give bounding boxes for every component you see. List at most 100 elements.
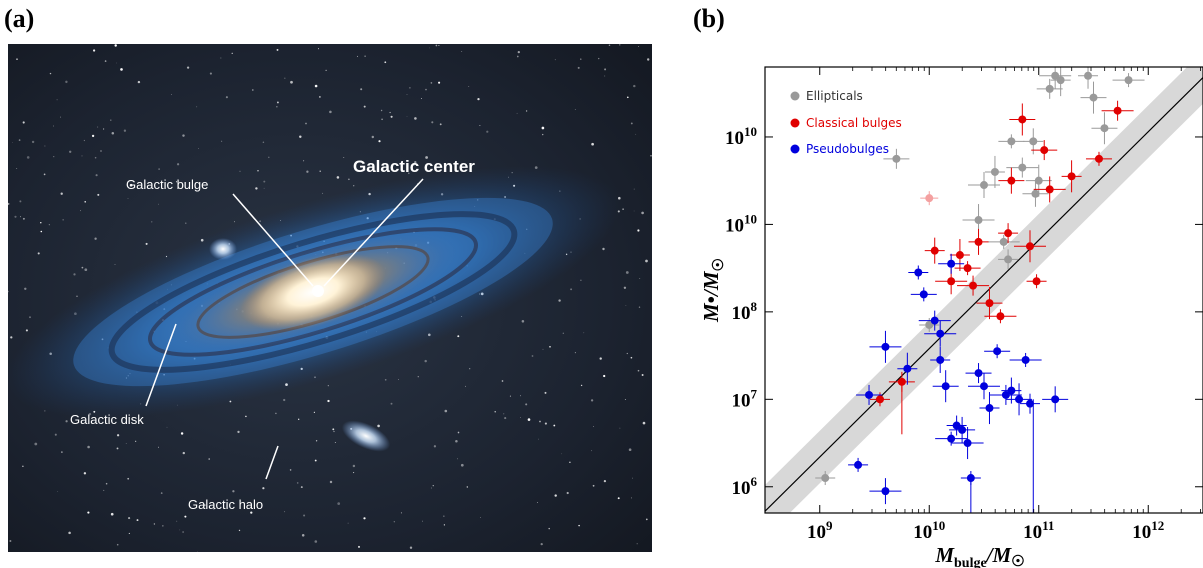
star — [276, 48, 279, 51]
star — [336, 176, 340, 179]
star — [390, 115, 393, 118]
star — [623, 286, 627, 289]
star — [73, 273, 76, 276]
data-point-ellipticals — [1039, 67, 1072, 89]
star — [641, 211, 644, 215]
data-point-pseudo — [930, 346, 951, 373]
star — [456, 458, 458, 460]
star — [313, 411, 315, 413]
data-point-classical — [949, 239, 970, 272]
star — [83, 139, 86, 142]
star — [20, 216, 22, 218]
star — [539, 420, 541, 423]
star — [645, 259, 648, 263]
star — [318, 48, 319, 50]
star — [68, 531, 71, 535]
star — [158, 203, 159, 205]
star — [409, 87, 411, 89]
star — [630, 356, 633, 359]
star — [111, 131, 115, 135]
star — [430, 82, 433, 84]
star — [525, 403, 528, 406]
star — [593, 426, 594, 428]
star — [14, 215, 17, 218]
star — [384, 61, 387, 64]
galactic-halo-label: Galactic halo — [188, 497, 263, 512]
data-point-ellipticals — [987, 234, 1020, 249]
data-point-ellipticals — [984, 155, 1005, 188]
star — [477, 97, 480, 101]
star — [457, 431, 460, 434]
data-point-ellipticals — [1050, 67, 1071, 97]
y-tick-label: 108 — [732, 299, 758, 324]
star — [617, 497, 620, 500]
star — [97, 193, 100, 196]
star — [521, 320, 525, 323]
star — [238, 529, 241, 532]
star — [213, 508, 215, 510]
x-tick-label: 1010 — [913, 518, 945, 543]
star — [578, 524, 580, 527]
star — [516, 112, 518, 114]
star — [469, 368, 471, 370]
data-point-pseudo — [979, 392, 1000, 425]
star — [197, 550, 198, 552]
star — [438, 44, 440, 47]
data-point-pseudo — [946, 415, 967, 436]
star — [276, 101, 279, 104]
star — [91, 134, 95, 138]
star — [633, 188, 635, 190]
star — [80, 210, 82, 212]
star — [625, 304, 627, 306]
star — [432, 485, 434, 487]
data-point-classical — [1031, 140, 1058, 161]
star — [531, 355, 534, 357]
star — [548, 527, 550, 530]
star — [554, 59, 556, 61]
star — [501, 380, 504, 382]
star — [431, 121, 434, 124]
star — [283, 398, 286, 402]
data-point-ellipticals — [1025, 164, 1052, 197]
star — [182, 451, 185, 455]
star — [255, 187, 258, 190]
star — [160, 492, 163, 494]
star — [182, 531, 184, 533]
star — [9, 540, 12, 542]
star — [245, 415, 247, 418]
star — [353, 185, 355, 187]
data-point-ellipticals — [815, 471, 836, 486]
star — [380, 109, 383, 112]
star — [381, 118, 383, 121]
star — [619, 427, 621, 429]
data-point-classical — [984, 309, 1017, 324]
star — [176, 520, 178, 522]
star — [105, 482, 108, 485]
star — [314, 459, 317, 462]
star — [175, 181, 178, 183]
star — [626, 352, 628, 355]
star — [203, 504, 206, 507]
plot-frame — [764, 66, 1203, 514]
star — [479, 124, 481, 126]
data-point-pseudo — [856, 384, 883, 405]
data-point-pseudo — [1006, 383, 1033, 416]
star — [638, 46, 639, 48]
star — [208, 458, 211, 460]
center-pointer-line — [323, 178, 424, 287]
star — [414, 161, 417, 164]
y-axis-label: M•/M☉ — [699, 258, 727, 323]
data-point-pseudo — [951, 427, 984, 460]
data-point-classical — [976, 287, 1003, 320]
galactic-center-marker — [312, 285, 324, 297]
star — [429, 47, 430, 49]
star — [561, 453, 563, 455]
star — [196, 106, 198, 108]
star — [234, 221, 235, 223]
legend-classical-marker — [790, 118, 800, 128]
star — [84, 201, 86, 203]
data-point-pseudo — [1042, 386, 1069, 413]
star — [356, 55, 358, 57]
star — [25, 329, 28, 332]
star — [43, 173, 46, 176]
